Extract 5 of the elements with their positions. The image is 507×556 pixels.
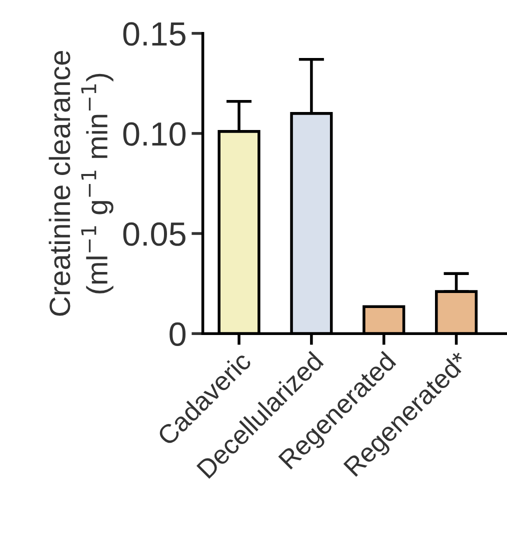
y-tick-label: 0.15 [123,22,186,46]
y-tick-label: 0.05 [123,222,186,246]
y-tick-label: 0.10 [123,122,186,146]
y-axis-title: Creatinine clearance (ml$^{−1}$ g$^{−1}$ min$^{−1}$) [48,51,114,316]
y-tick-label: 0 [170,322,186,346]
